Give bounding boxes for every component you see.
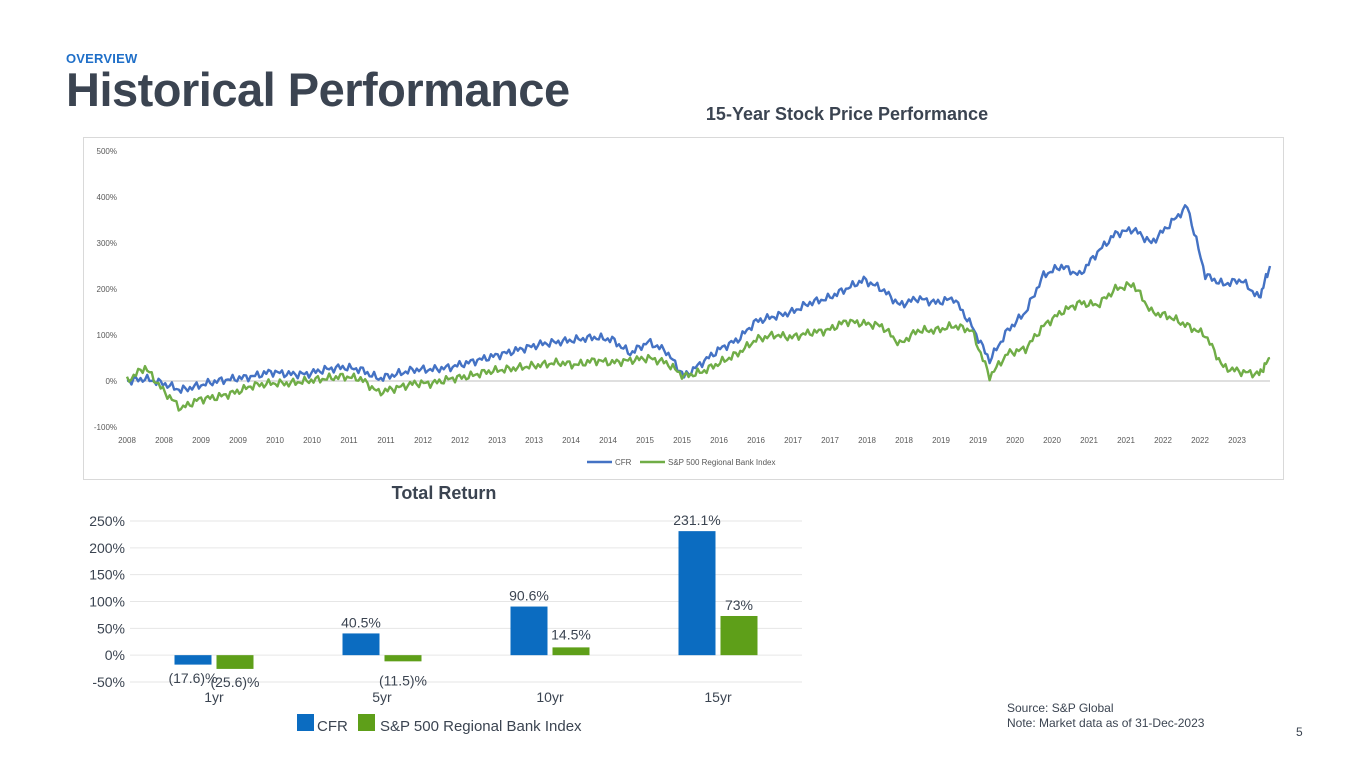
- line-chart-panel: -100% 0% 100% 200% 300% 400% 500% 2008 2008 2009 2…: [83, 137, 1284, 480]
- x-tick-label: 2009: [192, 436, 210, 445]
- source-text: Source: S&P Global: [1007, 701, 1114, 715]
- data-label: 73%: [725, 597, 753, 613]
- x-tick-label: 2020: [1043, 436, 1061, 445]
- cfr-bar-10yr: [510, 606, 548, 656]
- x-tick-label: 2011: [377, 436, 395, 445]
- data-label: (25.6)%: [210, 674, 259, 690]
- x-tick-label: 2022: [1191, 436, 1209, 445]
- bar-chart: -50%0%50%100%150%200%250%(17.6)%(25.6)%1…: [89, 512, 802, 735]
- legend-index-label: S&P 500 Regional Bank Index: [380, 718, 582, 735]
- cfr-bar-5yr: [342, 633, 380, 656]
- bar-chart-legend: CFR S&P 500 Regional Bank Index: [297, 714, 582, 735]
- x-tick-label: 2018: [895, 436, 913, 445]
- y-tick-label: 300%: [97, 239, 117, 248]
- x-tick-label: 2016: [710, 436, 728, 445]
- data-label: 14.5%: [551, 626, 591, 642]
- x-tick-label: 2019: [969, 436, 987, 445]
- y-tick-label: 0%: [105, 647, 125, 663]
- legend-index-swatch: [358, 714, 375, 731]
- legend-cfr-label: CFR: [615, 458, 632, 467]
- cfr-bar-15yr: [678, 531, 716, 656]
- data-label: (17.6)%: [168, 670, 217, 686]
- y-tick-label: 200%: [97, 285, 117, 294]
- x-tick-label: 2012: [451, 436, 469, 445]
- source-note: Source: S&P Global Note: Market data as …: [1007, 701, 1204, 731]
- legend-cfr-swatch: [297, 714, 314, 731]
- y-tick-label: 100%: [89, 594, 125, 610]
- y-tick-label: 150%: [89, 567, 125, 583]
- x-tick-label: 2014: [599, 436, 617, 445]
- x-category-label: 1yr: [204, 689, 224, 705]
- x-tick-label: 2011: [340, 436, 358, 445]
- y-tick-label: 500%: [97, 147, 117, 156]
- index-bar-1yr: [216, 655, 254, 669]
- x-tick-label: 2010: [303, 436, 321, 445]
- market-data-note: Note: Market data as of 31-Dec-2023: [1007, 716, 1205, 730]
- index-bar-10yr: [552, 647, 590, 656]
- x-tick-label: 2013: [488, 436, 506, 445]
- x-tick-label: 2012: [414, 436, 432, 445]
- data-label: (11.5)%: [379, 672, 427, 688]
- data-label: 40.5%: [341, 614, 381, 630]
- x-category-label: 5yr: [372, 689, 392, 705]
- data-label: 231.1%: [673, 512, 720, 528]
- y-tick-label: 200%: [89, 540, 125, 556]
- cfr-bar-1yr: [174, 655, 212, 665]
- x-tick-label: 2020: [1006, 436, 1024, 445]
- x-tick-label: 2013: [525, 436, 543, 445]
- y-tick-label: 400%: [97, 193, 117, 202]
- legend-index-label: S&P 500 Regional Bank Index: [668, 458, 775, 467]
- y-tick-label: 50%: [97, 620, 125, 636]
- regional-bank-index-line: [125, 281, 1271, 412]
- legend-cfr-label: CFR: [317, 718, 348, 735]
- x-category-label: 15yr: [704, 689, 732, 705]
- line-chart-legend: CFR S&P 500 Regional Bank Index: [587, 458, 775, 467]
- x-tick-label: 2017: [821, 436, 839, 445]
- x-tick-label: 2021: [1117, 436, 1135, 445]
- y-tick-label: 100%: [97, 331, 117, 340]
- y-tick-label: -100%: [94, 423, 117, 432]
- y-tick-label: 0%: [105, 377, 117, 386]
- y-tick-label: 250%: [89, 513, 125, 529]
- x-tick-label: 2018: [858, 436, 876, 445]
- cfr-price-line: [126, 204, 1272, 394]
- x-tick-label: 2008: [155, 436, 173, 445]
- x-tick-label: 2021: [1080, 436, 1098, 445]
- data-label: 90.6%: [509, 588, 549, 604]
- x-tick-label: 2015: [636, 436, 654, 445]
- section-eyebrow: OVERVIEW: [66, 51, 138, 66]
- x-tick-label: 2008: [118, 436, 136, 445]
- index-bar-15yr: [720, 615, 758, 656]
- bar-chart-title: Total Return: [391, 483, 497, 503]
- line-chart: -100% 0% 100% 200% 300% 400% 500% 2008 2008 2009 2…: [94, 147, 1272, 467]
- x-tick-label: 2019: [932, 436, 950, 445]
- x-tick-label: 2017: [784, 436, 802, 445]
- index-bar-5yr: [384, 655, 422, 662]
- page-title: Historical Performance: [66, 63, 570, 116]
- line-chart-title: 15-Year Stock Price Performance: [705, 104, 989, 124]
- x-tick-label: 2016: [747, 436, 765, 445]
- y-tick-label: -50%: [92, 674, 125, 690]
- x-category-label: 10yr: [536, 689, 564, 705]
- x-tick-label: 2015: [673, 436, 691, 445]
- x-tick-label: 2023: [1228, 436, 1246, 445]
- x-tick-label: 2014: [562, 436, 580, 445]
- x-tick-label: 2009: [229, 436, 247, 445]
- x-tick-label: 2010: [266, 436, 284, 445]
- page-number: 5: [1296, 725, 1303, 739]
- x-tick-label: 2022: [1154, 436, 1172, 445]
